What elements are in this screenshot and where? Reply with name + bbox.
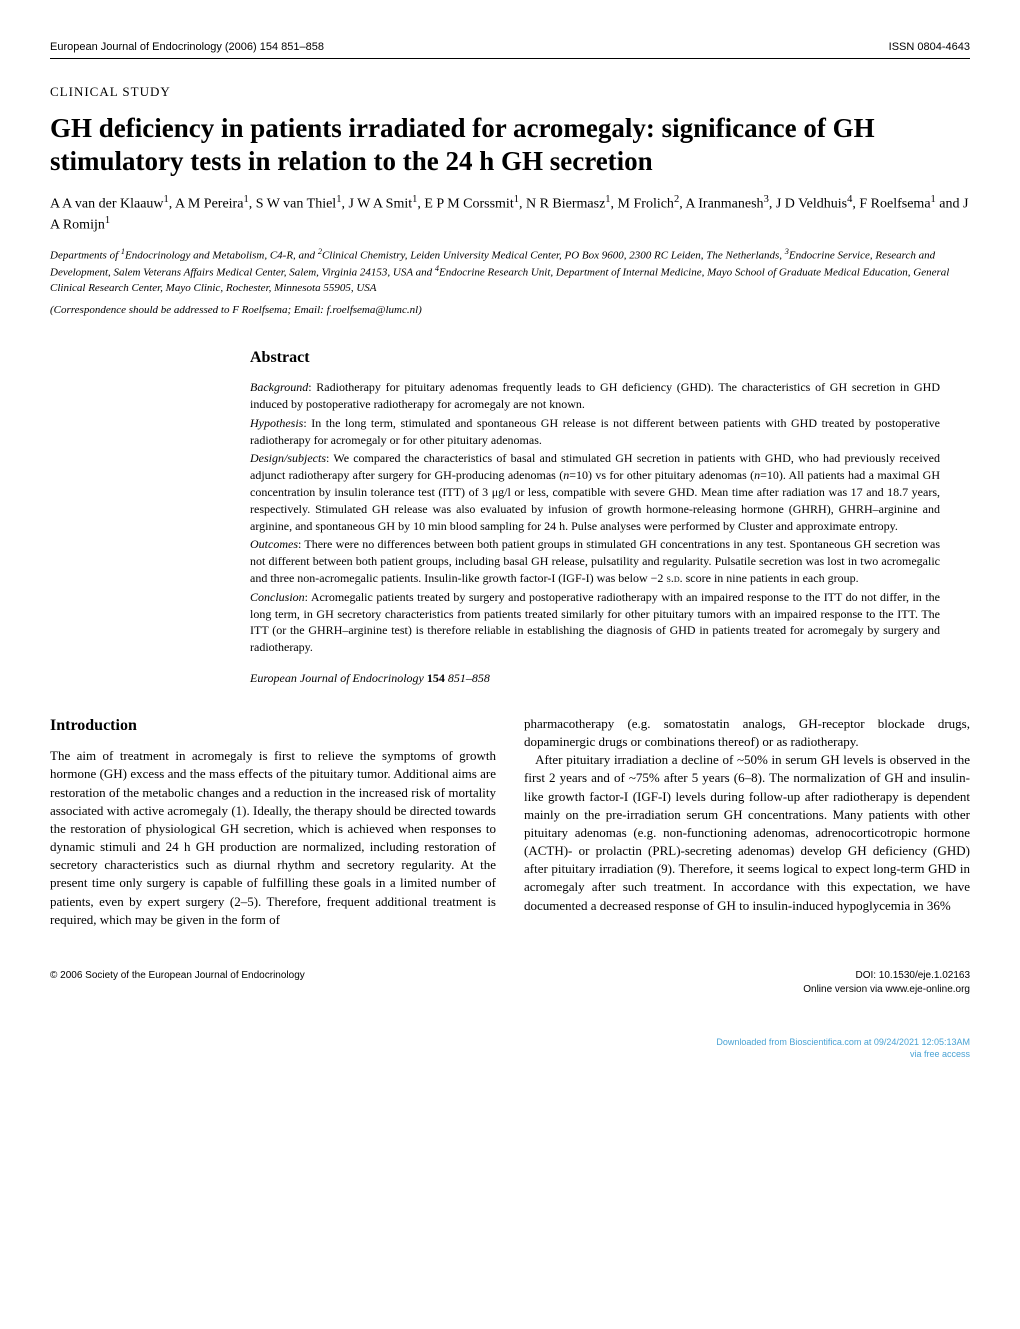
abstract-para: Design/subjects: We compared the charact…	[250, 450, 940, 534]
introduction-right-text: pharmacotherapy (e.g. somatostatin analo…	[524, 715, 970, 915]
article-title: GH deficiency in patients irradiated for…	[50, 112, 970, 180]
header-bar: European Journal of Endocrinology (2006)…	[50, 40, 970, 59]
journal-reference: European Journal of Endocrinology (2006)…	[50, 40, 324, 55]
correspondence: (Correspondence should be addressed to F…	[50, 303, 970, 318]
abstract-para: Hypothesis: In the long term, stimulated…	[250, 415, 940, 449]
footer-bar: © 2006 Society of the European Journal o…	[50, 969, 970, 997]
footer-right: DOI: 10.1530/eje.1.02163 Online version …	[803, 969, 970, 997]
abstract-para: Background: Radiotherapy for pituitary a…	[250, 379, 940, 413]
two-column-layout: Introduction The aim of treatment in acr…	[50, 715, 970, 929]
download-line-1: Downloaded from Bioscientifica.com at 09…	[716, 1037, 970, 1047]
copyright: © 2006 Society of the European Journal o…	[50, 969, 305, 997]
authors: A A van der Klaauw1, A M Pereira1, S W v…	[50, 193, 970, 236]
introduction-left-text: The aim of treatment in acromegaly is fi…	[50, 747, 496, 929]
right-column: pharmacotherapy (e.g. somatostatin analo…	[524, 715, 970, 929]
issn: ISSN 0804-4643	[889, 40, 970, 55]
introduction-heading: Introduction	[50, 715, 496, 737]
abstract-para: Outcomes: There were no differences betw…	[250, 536, 940, 586]
affiliations: Departments of 1Endocrinology and Metabo…	[50, 246, 970, 296]
eje-citation: European Journal of Endocrinology 154 85…	[250, 670, 940, 687]
abstract-body: Background: Radiotherapy for pituitary a…	[250, 379, 940, 687]
abstract-para: Conclusion: Acromegalic patients treated…	[250, 589, 940, 656]
download-line-2: via free access	[910, 1049, 970, 1059]
left-column: Introduction The aim of treatment in acr…	[50, 715, 496, 929]
section-label: CLINICAL STUDY	[50, 83, 970, 101]
abstract-block: Abstract Background: Radiotherapy for pi…	[250, 347, 940, 687]
doi: DOI: 10.1530/eje.1.02163	[855, 970, 970, 981]
download-note: Downloaded from Bioscientifica.com at 09…	[50, 1037, 970, 1060]
online-version: Online version via www.eje-online.org	[803, 984, 970, 995]
abstract-heading: Abstract	[250, 347, 940, 369]
